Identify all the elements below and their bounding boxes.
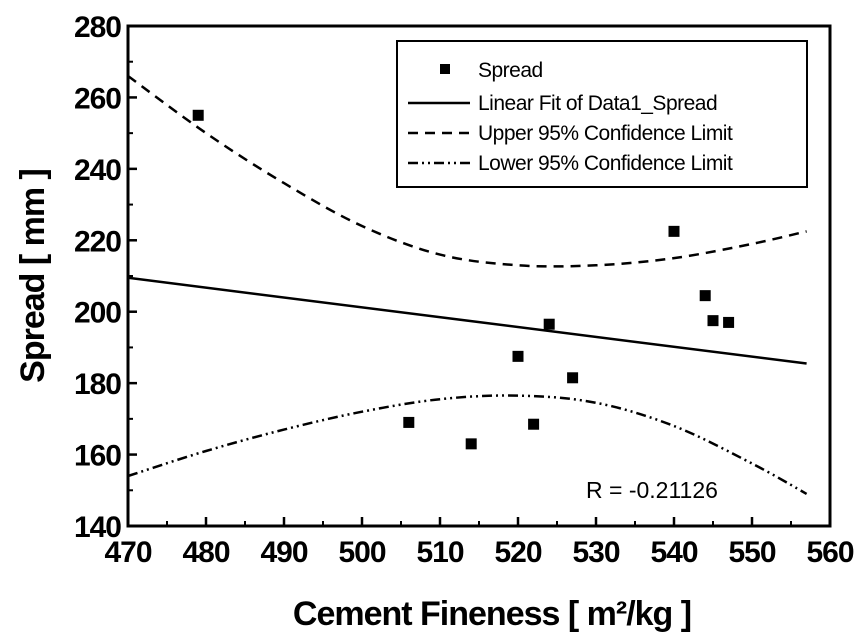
x-axis-title: Cement Fineness [ m²/kg ] — [293, 595, 691, 633]
y-tick-labels: 140 160 180 200 220 240 260 280 — [74, 11, 122, 544]
spread-data-point — [668, 225, 680, 237]
y-tick-label: 240 — [74, 154, 121, 187]
legend-label-spread: Spread — [478, 59, 543, 82]
data-points — [192, 109, 735, 450]
y-tick-label: 260 — [74, 82, 121, 115]
x-tick-label: 500 — [338, 536, 385, 569]
x-tick-label: 470 — [104, 536, 151, 569]
y-tick-label: 280 — [74, 11, 121, 44]
x-tick-label: 520 — [494, 536, 541, 569]
spread-data-point — [528, 418, 540, 430]
x-tick-label: 530 — [572, 536, 619, 569]
spread-data-point — [192, 109, 204, 121]
y-tick-label: 220 — [74, 225, 121, 258]
legend-label-upper: Upper 95% Confidence Limit — [478, 122, 733, 145]
spread-data-point — [512, 350, 524, 362]
spread-data-point — [465, 438, 477, 450]
x-tick-label: 550 — [728, 536, 775, 569]
x-tick-label: 510 — [416, 536, 463, 569]
legend: Spread Linear Fit of Data1_Spread Upper … — [396, 40, 808, 188]
legend-label-fit: Linear Fit of Data1_Spread — [478, 92, 717, 115]
spread-data-point — [543, 318, 555, 330]
spread-data-point — [707, 315, 719, 327]
x-tick-label: 560 — [806, 536, 853, 569]
plot-frame — [126, 24, 832, 528]
legend-box — [396, 40, 808, 188]
y-axis-title: Spread [ mm ] — [14, 169, 52, 383]
spread-data-point — [699, 290, 711, 302]
spread-data-point — [403, 416, 415, 428]
y-tick-label: 200 — [74, 297, 121, 330]
spread-data-point — [723, 316, 735, 328]
x-tick-label: 490 — [260, 536, 307, 569]
x-tick-label: 540 — [650, 536, 697, 569]
linear-fit-line — [128, 276, 807, 365]
x-tick-labels: 470 480 490 500 510 520 530 540 550 560 — [104, 536, 854, 569]
y-tick-label: 180 — [74, 368, 121, 401]
spread-data-point — [567, 372, 579, 384]
y-tick-label: 140 — [74, 511, 121, 544]
legend-marker-spread — [440, 64, 450, 74]
upper-confidence-line — [128, 74, 807, 268]
x-tick-label: 480 — [182, 536, 229, 569]
legend-label-lower: Lower 95% Confidence Limit — [478, 152, 733, 175]
r-value-annotation: R = -0.21126 — [586, 477, 718, 503]
y-tick-label: 160 — [74, 440, 121, 473]
series-lines — [128, 74, 808, 495]
